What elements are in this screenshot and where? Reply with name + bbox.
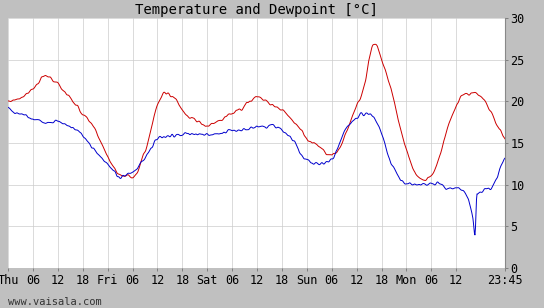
Text: www.vaisala.com: www.vaisala.com [8,297,102,307]
Title: Temperature and Dewpoint [°C]: Temperature and Dewpoint [°C] [135,3,378,17]
